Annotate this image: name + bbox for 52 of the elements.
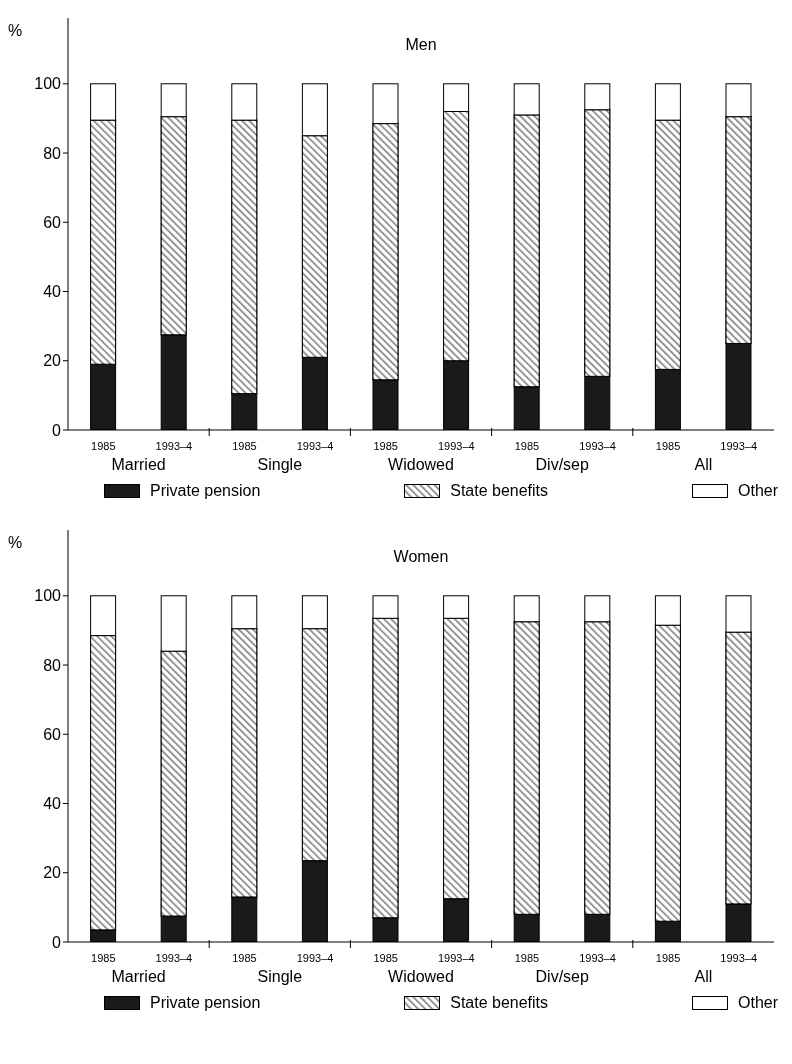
text: Widowed (388, 968, 454, 985)
text: Men (404, 36, 438, 54)
text: All (694, 456, 713, 473)
x-tick-label: 1993–4 (296, 440, 334, 452)
legend-label: Other (737, 482, 778, 500)
y-tick-label: 0 (52, 421, 62, 439)
legend-label: State benefits (450, 994, 549, 1012)
y-axis-title: % (8, 22, 23, 40)
text: Div/sep (535, 456, 589, 473)
y-tick-label: 60 (43, 213, 62, 231)
x-tick-label: 1993–4 (579, 952, 616, 964)
x-tick-label: 1993–4 (155, 952, 193, 964)
legend-label: State benefits (450, 482, 549, 500)
legend-label: Other (737, 994, 778, 1012)
x-tick-label: 1985 (514, 440, 540, 452)
x-tick-label: 1993–4 (720, 952, 758, 964)
y-tick-label: 20 (43, 352, 62, 370)
x-tick-label: 1985 (373, 952, 398, 964)
x-tick-label: 1985 (91, 952, 116, 964)
x-tick-label: 1985 (91, 440, 116, 452)
text: Single (257, 968, 303, 985)
text: Div/sep (535, 968, 589, 985)
y-tick-label: 60 (43, 725, 62, 743)
legend-label: Private pension (150, 482, 261, 500)
y-tick-label: 20 (43, 864, 62, 882)
y-tick-label: 40 (43, 283, 62, 301)
y-tick-label: 80 (43, 144, 62, 162)
text: Widowed (388, 456, 454, 473)
x-tick-label: 1993–4 (579, 440, 616, 452)
text: Married (111, 968, 166, 985)
x-tick-label: 1985 (514, 952, 540, 964)
x-tick-label: 1993–4 (437, 952, 475, 964)
x-tick-label: 1985 (655, 440, 681, 452)
y-tick-label: 0 (52, 933, 62, 951)
text: All (694, 968, 713, 985)
x-tick-label: 1985 (655, 952, 681, 964)
legend-label: Private pension (150, 994, 261, 1012)
x-tick-label: 1985 (373, 440, 398, 452)
y-tick-label: 100 (34, 75, 62, 93)
x-tick-label: 1993–4 (296, 952, 334, 964)
x-tick-label: 1985 (232, 952, 257, 964)
y-tick-label: 80 (43, 656, 62, 674)
text: Women (392, 548, 450, 566)
x-tick-label: 1993–4 (720, 440, 758, 452)
y-tick-label: 40 (43, 795, 62, 813)
y-tick-label: 100 (34, 587, 62, 605)
y-axis-title: % (8, 534, 23, 552)
x-tick-label: 1993–4 (437, 440, 475, 452)
text: Single (257, 456, 303, 473)
text: Married (111, 456, 166, 473)
x-tick-label: 1993–4 (155, 440, 193, 452)
x-tick-label: 1985 (232, 440, 257, 452)
